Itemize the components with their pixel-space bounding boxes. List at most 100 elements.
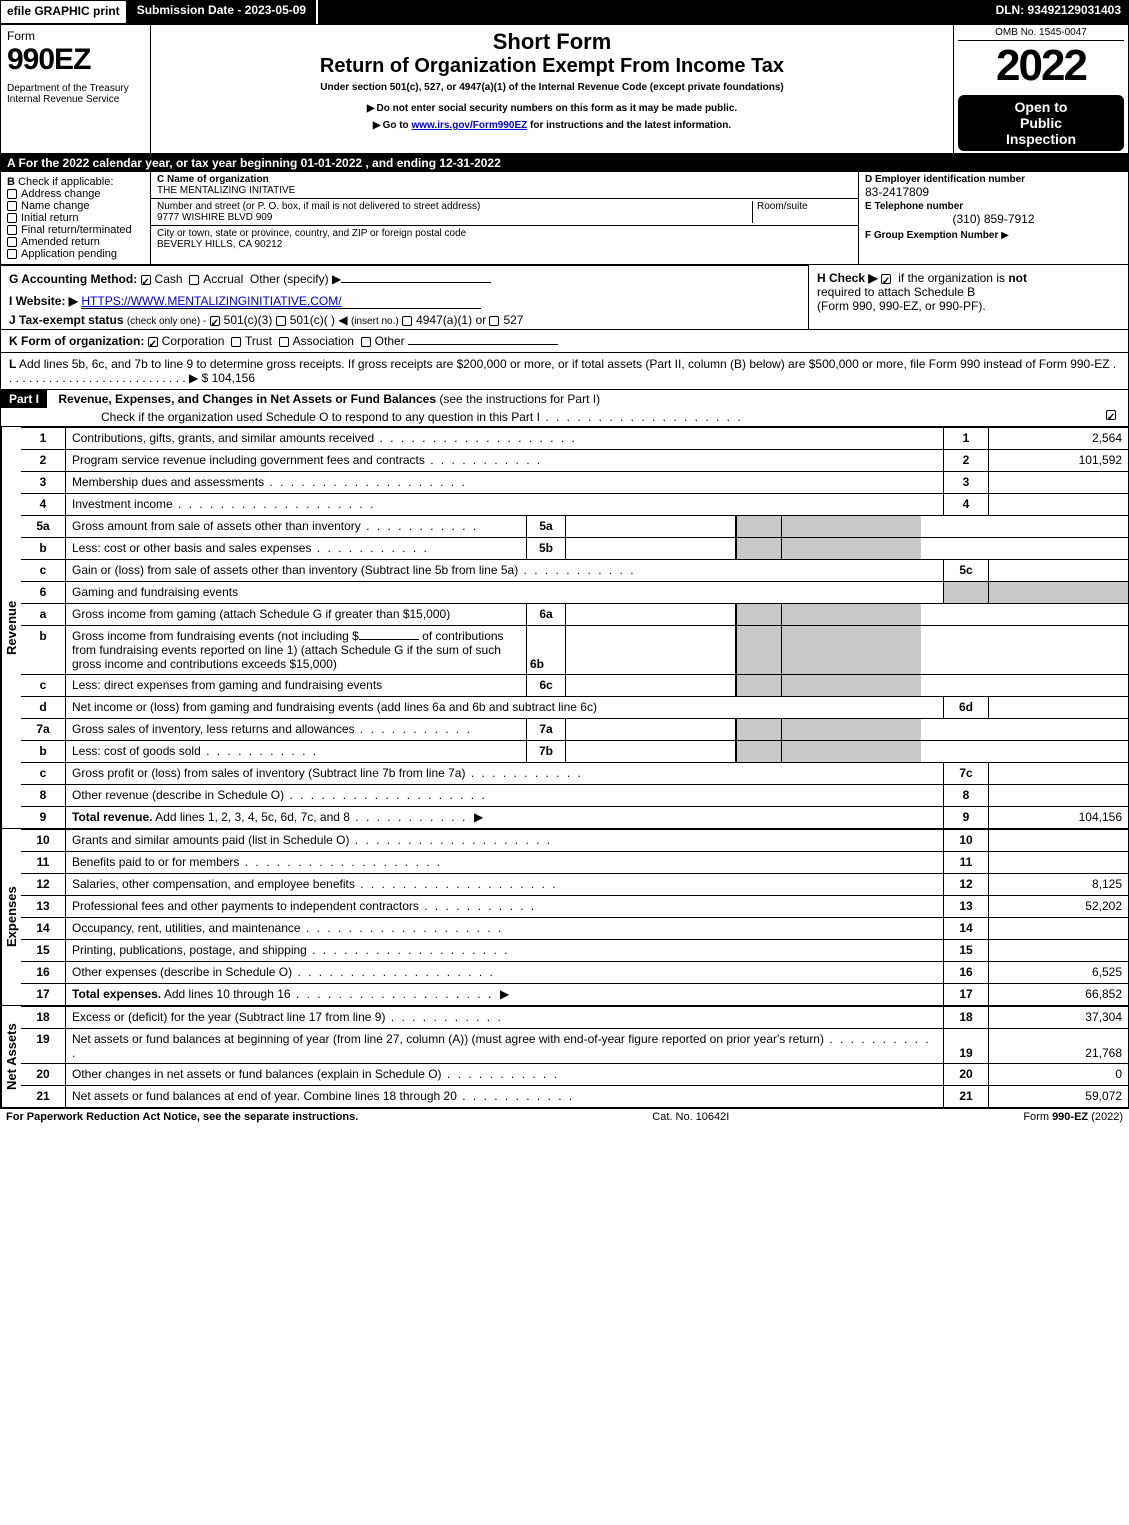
line6c-desc: Less: direct expenses from gaming and fu… — [66, 675, 526, 696]
chk-other-org[interactable] — [361, 337, 371, 347]
line6a-desc: Gross income from gaming (attach Schedul… — [66, 604, 526, 625]
arrow-icon — [367, 103, 377, 114]
dept-treasury: Department of the Treasury — [7, 83, 144, 94]
c-name-label: C Name of organization — [157, 174, 852, 185]
k-label: K Form of organization: — [9, 334, 144, 348]
chk-application-pending[interactable] — [7, 249, 17, 259]
opt-corporation: Corporation — [162, 334, 225, 348]
chk-address-change[interactable] — [7, 189, 17, 199]
tax-year: 2022 — [958, 41, 1124, 91]
website-link[interactable]: HTTPS://WWW.MENTALIZINGINITIATIVE.COM/ — [81, 294, 481, 309]
open-to-public: Open to Public Inspection — [958, 95, 1124, 151]
j-label: J Tax-exempt status — [9, 313, 127, 327]
chk-accrual[interactable] — [189, 275, 199, 285]
f-label: F Group Exemption Number — [865, 230, 998, 241]
line5a-desc: Gross amount from sale of assets other t… — [66, 516, 526, 537]
section-g: G Accounting Method: Cash Accrual Other … — [1, 265, 808, 292]
revenue-label: Revenue — [1, 427, 21, 828]
city-label: City or town, state or province, country… — [157, 228, 852, 239]
footer-center: Cat. No. 10642I — [652, 1111, 729, 1123]
line12-desc: Salaries, other compensation, and employ… — [66, 874, 943, 895]
footer-left: For Paperwork Reduction Act Notice, see … — [6, 1111, 358, 1123]
top-bar: efile GRAPHIC print Submission Date - 20… — [0, 0, 1129, 24]
line18-desc: Excess or (deficit) for the year (Subtra… — [66, 1007, 943, 1028]
opt-other-org: Other — [375, 334, 405, 348]
chk-amended-return[interactable] — [7, 237, 17, 247]
line5b-desc: Less: cost or other basis and sales expe… — [66, 538, 526, 559]
netassets-label: Net Assets — [1, 1006, 21, 1107]
opt-527: 527 — [503, 313, 523, 327]
line9-val: 104,156 — [988, 807, 1128, 828]
section-d: D Employer identification number 83-2417… — [858, 172, 1128, 264]
line8-val — [988, 785, 1128, 806]
page-footer: For Paperwork Reduction Act Notice, see … — [0, 1108, 1129, 1125]
line11-val — [988, 852, 1128, 873]
sections-bcd: B Check if applicable: Address change Na… — [1, 172, 1128, 264]
chk-501c[interactable] — [276, 316, 286, 326]
chk-cash[interactable] — [141, 275, 151, 285]
ein: 83-2417809 — [865, 185, 1122, 199]
chk-527[interactable] — [489, 316, 499, 326]
line15-val — [988, 940, 1128, 961]
chk-initial-return[interactable] — [7, 213, 17, 223]
opt-initial-return: Initial return — [21, 212, 78, 224]
line12-val: 8,125 — [988, 874, 1128, 895]
g-label: G Accounting Method: — [9, 272, 137, 286]
l-text: Add lines 5b, 6c, and 7b to line 9 to de… — [9, 357, 1116, 385]
part1-header: Part I Revenue, Expenses, and Changes in… — [1, 389, 1128, 426]
line21-val: 59,072 — [988, 1086, 1128, 1107]
line19-val: 21,768 — [988, 1029, 1128, 1063]
arrow-icon — [1001, 230, 1011, 241]
i-label: I Website: ▶ — [9, 294, 78, 308]
chk-name-change[interactable] — [7, 201, 17, 211]
footer-right-pre: Form — [1023, 1111, 1052, 1123]
opt-amended-return: Amended return — [21, 236, 100, 248]
b-label: B — [7, 176, 15, 188]
chk-4947[interactable] — [402, 316, 412, 326]
line4-val — [988, 494, 1128, 515]
irs-link[interactable]: www.irs.gov/Form990EZ — [411, 120, 527, 131]
line17-desc2: Add lines 10 through 16 — [161, 987, 493, 1001]
form-label: Form — [7, 29, 144, 43]
chk-501c3[interactable] — [210, 316, 220, 326]
chk-association[interactable] — [279, 337, 289, 347]
section-b: B Check if applicable: Address change Na… — [1, 172, 151, 264]
line21-desc: Net assets or fund balances at end of ye… — [66, 1086, 943, 1107]
form-header: Form 990EZ Department of the Treasury In… — [1, 25, 1128, 154]
chk-schedule-o[interactable] — [1106, 410, 1116, 420]
title-return: Return of Organization Exempt From Incom… — [157, 55, 947, 78]
room-label: Room/suite — [757, 201, 852, 212]
open-line2: Public — [962, 115, 1120, 131]
line10-desc: Grants and similar amounts paid (list in… — [66, 830, 943, 851]
line10-val — [988, 830, 1128, 851]
efile-label[interactable]: efile GRAPHIC print — [0, 0, 127, 24]
opt-501c: 501(c)( ) — [290, 313, 335, 327]
line1-val: 2,564 — [988, 428, 1128, 449]
chk-corporation[interactable] — [148, 337, 158, 347]
chk-final-return[interactable] — [7, 225, 17, 235]
line6b-input[interactable] — [359, 639, 419, 640]
line18-val: 37,304 — [988, 1007, 1128, 1028]
addr-label: Number and street (or P. O. box, if mail… — [157, 201, 752, 212]
opt-application-pending: Application pending — [21, 248, 117, 260]
chk-schedule-b[interactable] — [881, 274, 891, 284]
line11-desc: Benefits paid to or for members — [66, 852, 943, 873]
dln: DLN: 93492129031403 — [988, 0, 1129, 24]
line6b-desc1: Gross income from fundraising events (no… — [72, 629, 359, 643]
section-h: H Check ▶ if the organization is not req… — [808, 265, 1128, 329]
h-pre: H Check ▶ — [817, 271, 881, 285]
line14-val — [988, 918, 1128, 939]
netassets-section: Net Assets 18Excess or (deficit) for the… — [1, 1005, 1128, 1107]
part1-label: Part I — [1, 390, 47, 408]
other-org-input[interactable] — [408, 344, 558, 345]
expenses-section: Expenses 10Grants and similar amounts pa… — [1, 828, 1128, 1005]
chk-trust[interactable] — [231, 337, 241, 347]
line14-desc: Occupancy, rent, utilities, and maintena… — [66, 918, 943, 939]
line4-desc: Investment income — [66, 494, 943, 515]
section-j: J Tax-exempt status (check only one) - 5… — [1, 311, 808, 329]
line3-val — [988, 472, 1128, 493]
other-specify-input[interactable] — [341, 282, 491, 283]
line19-desc: Net assets or fund balances at beginning… — [66, 1029, 943, 1063]
line17-desc: Total expenses. — [72, 987, 161, 1001]
opt-association: Association — [293, 334, 354, 348]
